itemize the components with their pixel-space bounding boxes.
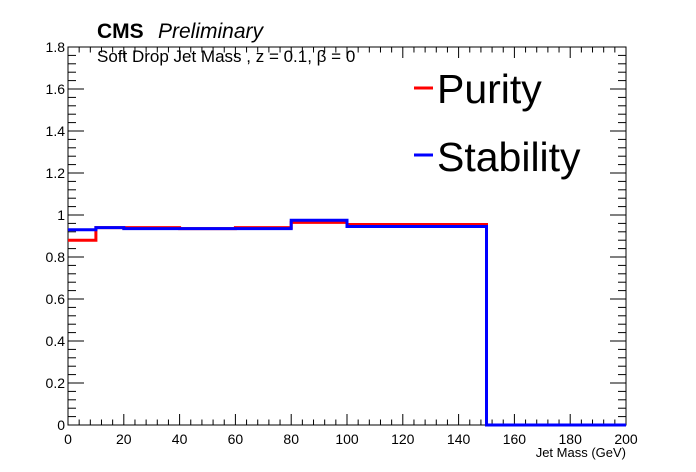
y-tick-label: 0.6 (46, 291, 66, 307)
x-tick-label: 60 (228, 431, 244, 447)
y-tick-label: 1.6 (46, 81, 66, 97)
x-tick-label: 100 (335, 431, 359, 447)
axis-ticks (67, 46, 627, 426)
x-tick-label: 120 (391, 431, 415, 447)
y-tick-label: 0.4 (46, 333, 66, 349)
y-tick-label: 1 (57, 207, 65, 223)
y-tick-label: 0 (57, 417, 65, 433)
legend-label-stability: Stability (437, 134, 581, 180)
x-tick-label: 40 (172, 431, 188, 447)
tick-labels: 0 20 40 60 80 100 120 140 160 180 200 0 0.2 0.4 0.6 0.8… (46, 39, 638, 447)
x-tick-label: 0 (64, 431, 72, 447)
y-tick-label: 0.8 (46, 249, 66, 265)
y-tick-label: 0.2 (46, 375, 66, 391)
x-tick-label: 80 (283, 431, 299, 447)
legend: Purity Stability (414, 66, 581, 180)
x-tick-label: 140 (447, 431, 471, 447)
x-tick-label: 180 (559, 431, 583, 447)
plot-frame (67, 46, 627, 426)
series-line-stability (68, 218, 626, 427)
status-label: Preliminary (158, 20, 265, 43)
chart-subtitle: Soft Drop Jet Mass , z = 0.1, β = 0 (97, 47, 355, 66)
series-lines (68, 218, 626, 427)
x-tick-label: 160 (503, 431, 527, 447)
x-axis-title: Jet Mass (GeV) (536, 445, 626, 460)
experiment-label: CMS (97, 20, 144, 43)
x-tick-label: 20 (116, 431, 132, 447)
y-tick-label: 1.8 (46, 39, 66, 55)
x-tick-label: 200 (614, 431, 638, 447)
legend-label-purity: Purity (437, 66, 542, 112)
y-tick-label: 1.2 (46, 165, 66, 181)
y-tick-label: 1.4 (46, 123, 66, 139)
series-line-purity (68, 220, 626, 427)
